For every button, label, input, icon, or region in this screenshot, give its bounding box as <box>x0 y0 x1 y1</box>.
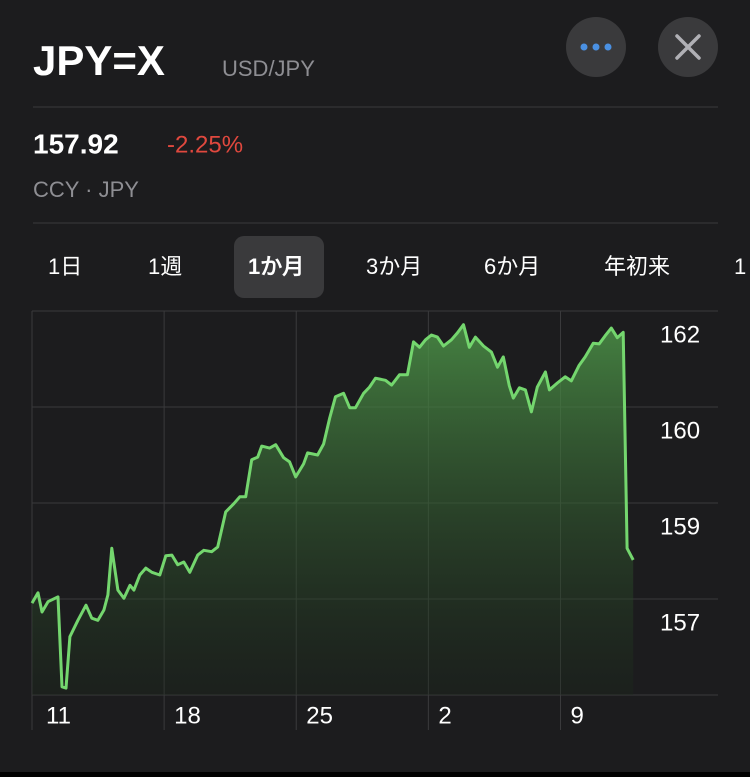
chart: 162 160 159 157 11 18 25 2 9 <box>30 310 718 730</box>
tab[interactable]: 6か月 <box>484 254 540 279</box>
selected-tab[interactable]: 1か月 <box>248 254 304 279</box>
dot <box>604 43 612 51</box>
symbol: JPY=X <box>33 37 165 84</box>
x-tick-label: 9 <box>571 702 584 729</box>
close-icon <box>675 34 701 60</box>
selected-tab-bg[interactable] <box>234 236 324 298</box>
tab[interactable]: 1 <box>734 254 746 279</box>
y-tick-label: 159 <box>660 513 700 540</box>
y-tick-label: 162 <box>660 321 700 348</box>
more-button[interactable] <box>566 17 626 77</box>
close-button[interactable] <box>658 17 718 77</box>
area-fill <box>32 324 634 695</box>
x-tick-label: 18 <box>174 702 201 729</box>
dot <box>580 43 588 51</box>
change: -2.25% <box>167 131 243 158</box>
x-tick-label: 25 <box>306 702 333 729</box>
exchange: CCY · JPY <box>33 177 139 202</box>
dot <box>592 43 600 51</box>
tab[interactable]: 年初来 <box>604 254 670 279</box>
y-tick-label: 157 <box>660 609 700 636</box>
tab[interactable]: 3か月 <box>366 254 422 279</box>
range-tabs: 1日 1週 1か月 3か月 6か月 年初来 1 <box>48 236 746 298</box>
price-line <box>30 323 635 690</box>
tab[interactable]: 1週 <box>148 254 182 279</box>
tab[interactable]: 1日 <box>48 254 82 279</box>
x-tick-label: 11 <box>46 702 71 729</box>
y-tick-label: 160 <box>660 417 700 444</box>
price: 157.92 <box>33 128 119 159</box>
x-tick-label: 2 <box>438 702 451 729</box>
pair-name: USD/JPY <box>222 56 315 81</box>
